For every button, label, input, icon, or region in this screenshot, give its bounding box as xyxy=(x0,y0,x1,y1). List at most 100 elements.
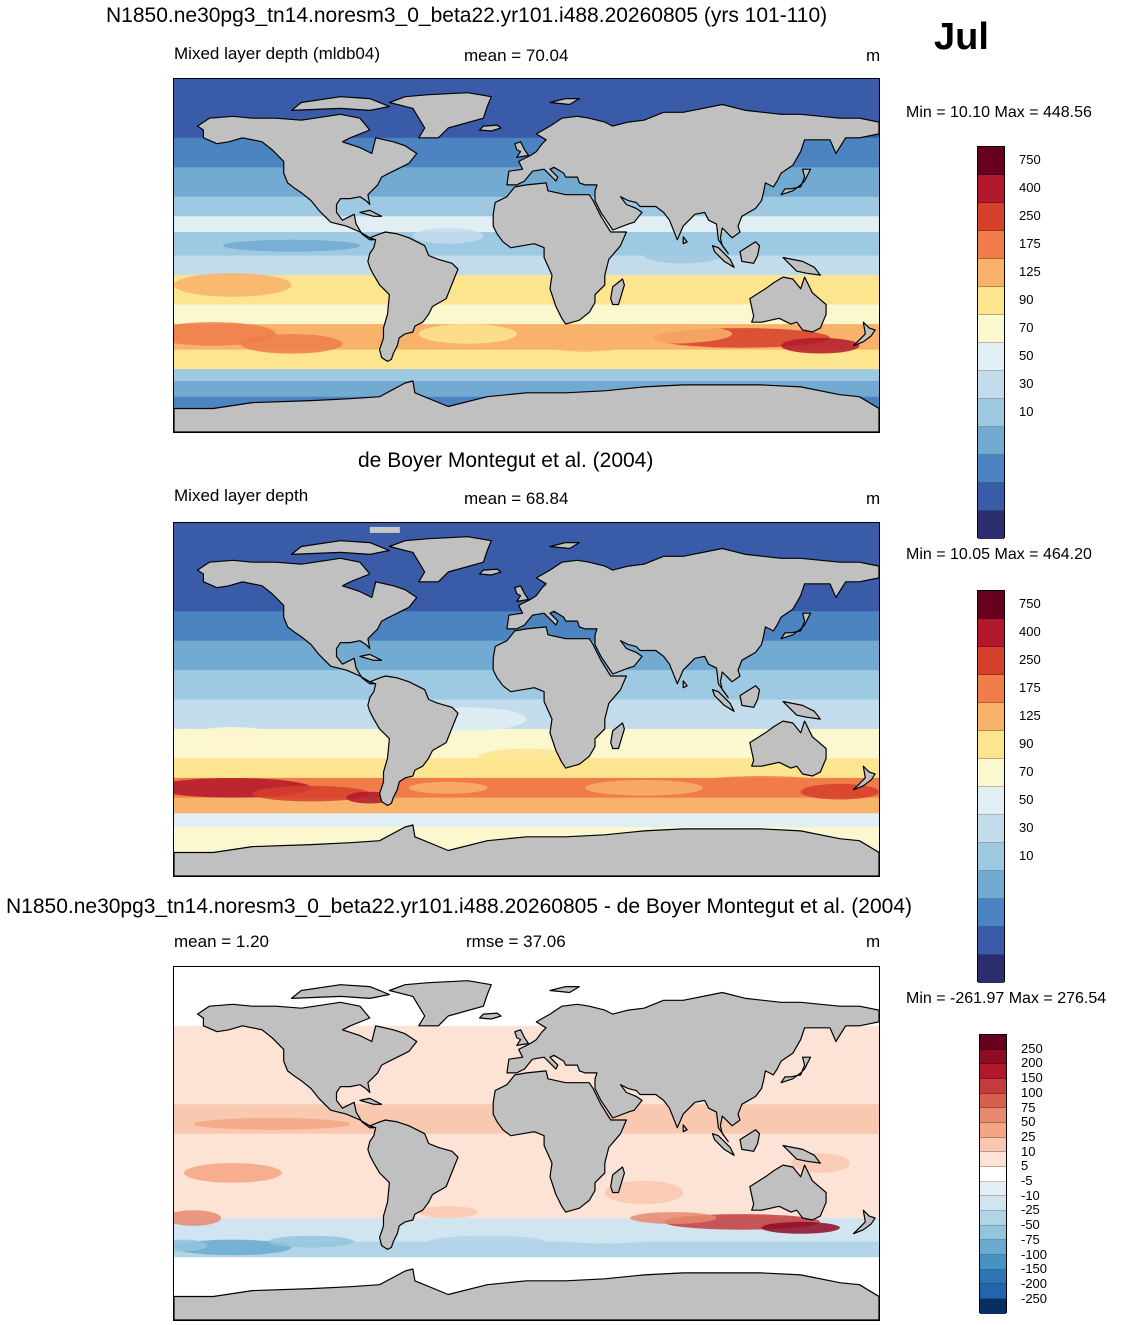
colorbar-swatch xyxy=(978,371,1004,399)
colorbar-swatch xyxy=(980,1123,1006,1138)
colorbar-swatch xyxy=(978,259,1004,287)
panel2-unit-label: m xyxy=(866,489,881,508)
landmass xyxy=(367,1119,459,1250)
colorbar-tick-label: 10 xyxy=(1019,848,1034,863)
landmass xyxy=(506,547,879,699)
landmass xyxy=(610,278,625,306)
field-anomaly xyxy=(781,337,860,354)
landmass xyxy=(174,1268,879,1320)
panel3-mean-label: mean = 1.20 xyxy=(174,932,269,951)
colorbar-tick-label: 750 xyxy=(1019,152,1041,167)
missing-data xyxy=(369,526,400,533)
colorbar-tick-label: 200 xyxy=(1021,1055,1043,1071)
map-panel-model xyxy=(173,78,880,433)
colorbar-tick-label: -100 xyxy=(1021,1246,1048,1262)
colorbar-tick-label: 10 xyxy=(1021,1143,1036,1159)
colorbar-swatch xyxy=(980,1240,1006,1256)
colorbar-swatch xyxy=(980,1064,1006,1080)
colorbar-tick-label: 100 xyxy=(1021,1084,1043,1100)
colorbar-swatch xyxy=(980,1284,1006,1300)
field-anomaly xyxy=(595,324,733,344)
field-anomaly xyxy=(183,1163,282,1183)
landmass xyxy=(388,92,492,139)
colorbar-tick-label: 5 xyxy=(1021,1158,1029,1174)
colorbar-swatches xyxy=(979,1034,1007,1314)
field-anomaly xyxy=(174,273,292,297)
colorbar-swatch xyxy=(978,731,1004,759)
panel3-minmax-label: Min = -261.97 Max = 276.54 xyxy=(906,990,1107,1007)
colorbar-swatch xyxy=(978,399,1004,427)
landmass xyxy=(610,722,625,750)
colorbar-tick-label: 400 xyxy=(1019,180,1041,195)
landmass xyxy=(682,236,688,245)
colorbar-swatch xyxy=(980,1225,1006,1241)
field-anomaly xyxy=(585,780,703,796)
field-anomaly xyxy=(630,1212,717,1224)
colorbar-swatch xyxy=(980,1152,1006,1168)
field-band xyxy=(174,369,879,382)
colorbar-swatch xyxy=(978,703,1004,731)
landmass xyxy=(682,680,688,689)
landmass xyxy=(196,113,418,241)
landmass xyxy=(506,103,879,255)
colorbar-swatch xyxy=(978,955,1004,983)
landmass xyxy=(174,824,879,876)
landmass xyxy=(492,626,627,769)
field-band xyxy=(174,349,879,370)
colorbar-swatch xyxy=(978,815,1004,843)
colorbar-tick-label: -25 xyxy=(1021,1202,1040,1218)
landmass xyxy=(174,380,879,432)
field-band xyxy=(174,758,879,779)
colorbar-tick-label: 175 xyxy=(1019,680,1041,695)
landmass xyxy=(388,980,492,1027)
colorbar-tick-label: -75 xyxy=(1021,1231,1040,1247)
map-panel-diff xyxy=(173,966,880,1321)
colorbar-tick-label: 50 xyxy=(1019,792,1034,807)
field-anomaly xyxy=(174,1239,208,1252)
land-mask xyxy=(174,536,879,876)
colorbar-swatch xyxy=(978,899,1004,927)
landmass xyxy=(852,1209,876,1235)
colorbar-swatch xyxy=(978,871,1004,899)
panel2-minmax-label: Min = 10.05 Max = 464.20 xyxy=(906,546,1092,563)
colorbar-swatch xyxy=(978,927,1004,955)
colorbar-tick-label: 50 xyxy=(1019,348,1034,363)
colorbar-swatches xyxy=(977,590,1005,983)
landmass xyxy=(196,1001,418,1129)
month-label: Jul xyxy=(934,16,989,58)
landmass xyxy=(739,1129,761,1152)
field-anomaly xyxy=(428,1235,547,1248)
landmass xyxy=(782,256,821,276)
field-anomaly xyxy=(252,785,370,802)
colorbar-tick-label: 175 xyxy=(1019,236,1041,251)
colorbar-tick-label: 10 xyxy=(1019,404,1034,419)
field-anomaly xyxy=(477,748,576,769)
panel1-variable-label: Mixed layer depth (mldb04) xyxy=(174,44,380,63)
colorbar-tick-label: -50 xyxy=(1021,1217,1040,1233)
colorbar-swatch xyxy=(980,1108,1006,1124)
colorbar-tick-label: -150 xyxy=(1021,1261,1048,1277)
field-band xyxy=(174,1241,879,1258)
landmass xyxy=(388,536,492,583)
landmass xyxy=(782,700,821,720)
colorbar-swatch xyxy=(980,1035,1006,1050)
landmass xyxy=(749,276,827,333)
field-anomaly xyxy=(409,781,488,794)
landmass xyxy=(852,765,876,791)
landmass xyxy=(780,1056,812,1084)
landmass xyxy=(290,96,390,111)
field-band xyxy=(174,304,879,325)
landmass xyxy=(610,1166,625,1194)
colorbar-tick-label: 125 xyxy=(1019,708,1041,723)
obs-mld-map xyxy=(174,523,879,876)
field-anomaly xyxy=(183,726,282,751)
colorbar-swatch xyxy=(978,647,1004,675)
field-anomaly xyxy=(223,239,360,252)
colorbar-swatch xyxy=(980,1181,1006,1197)
colorbar-swatch xyxy=(980,1093,1006,1109)
field-anomaly xyxy=(800,783,879,800)
colorbar-swatch xyxy=(980,1137,1006,1153)
colorbar-swatch xyxy=(978,591,1004,619)
colorbar-swatch xyxy=(980,1196,1006,1212)
panel2-mean-label: mean = 68.84 xyxy=(464,489,569,508)
